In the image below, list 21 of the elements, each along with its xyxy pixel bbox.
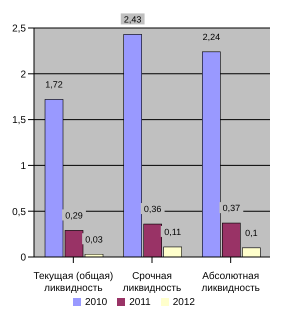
x-tick-label: Абсолютная ликвидность [201, 271, 260, 294]
y-tick-label: 2,5 [12, 24, 26, 35]
y-tick-label: 1 [20, 160, 26, 172]
data-label: 0,1 [245, 228, 258, 238]
y-tick-label: 2 [20, 69, 26, 80]
legend-label: 2010 [84, 297, 108, 308]
y-tick-label: 1,5 [12, 115, 26, 126]
legend-label: 2011 [129, 297, 151, 308]
data-label: 2,24 [202, 32, 220, 42]
legend-label: 2012 [172, 297, 195, 308]
data-label: 1,72 [45, 79, 63, 90]
data-label: 0,36 [144, 204, 162, 214]
x-tick-label: Срочная ликвидность [122, 271, 182, 294]
data-label: 0,03 [85, 234, 103, 244]
y-tick-label: 0,5 [12, 206, 26, 218]
y-tick-label: 0 [20, 252, 26, 264]
data-label: 0,11 [164, 226, 182, 237]
x-tick-label: Текущая (общая) ликвидность [33, 271, 114, 294]
data-label: 2,43 [124, 14, 142, 24]
data-label: 0,37 [222, 203, 240, 214]
data-label: 0,29 [65, 210, 83, 220]
